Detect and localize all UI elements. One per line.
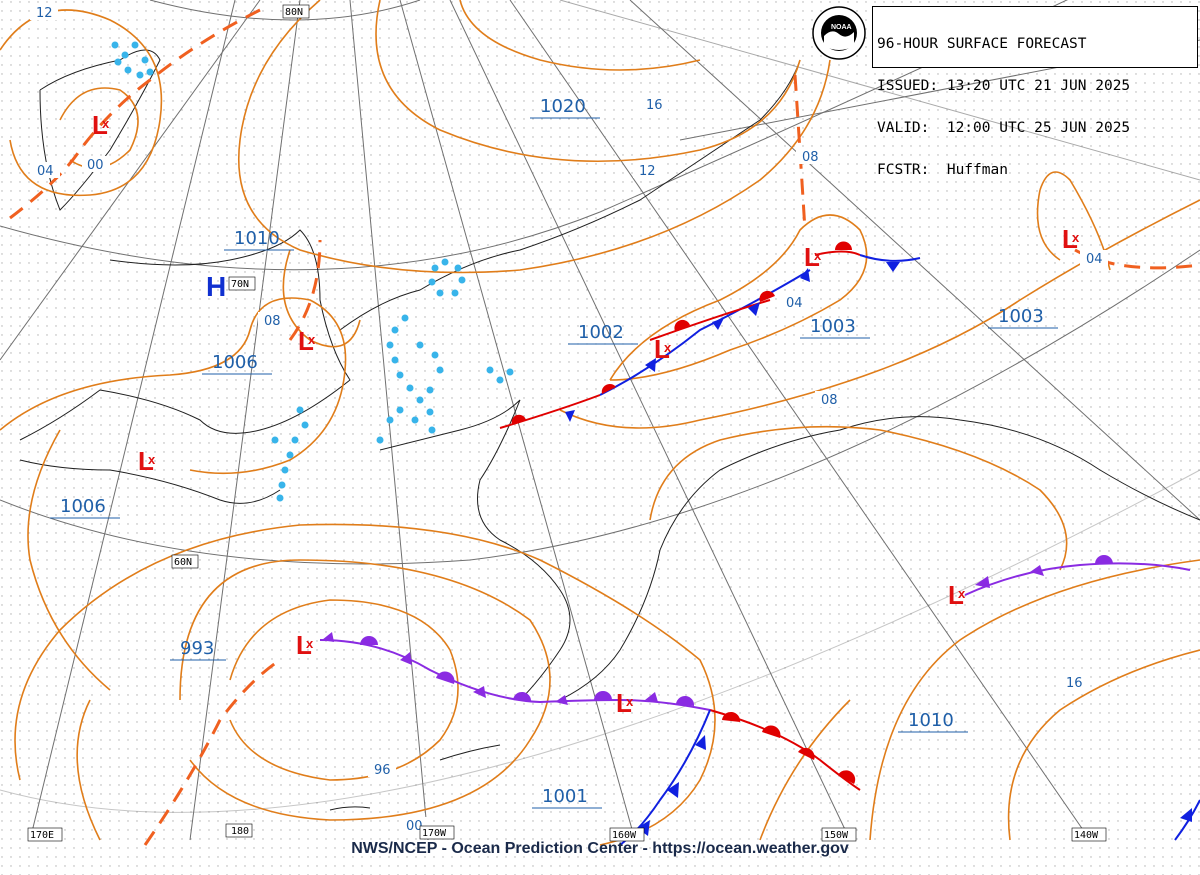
svg-text:L: L xyxy=(804,242,820,272)
isobar-label: 12 xyxy=(639,164,656,179)
lon-label: 170E xyxy=(30,830,54,841)
isobar-label: 08 xyxy=(264,314,281,329)
pressure-label: 1006 xyxy=(212,352,258,373)
svg-text:x: x xyxy=(308,332,316,347)
occluded-front xyxy=(964,562,1191,596)
svg-text:L: L xyxy=(948,580,964,610)
pressure-label: 1001 xyxy=(542,786,588,807)
low-center: Lx xyxy=(138,446,156,476)
ice-edge xyxy=(111,41,514,502)
svg-text:L: L xyxy=(296,630,312,660)
isobar-label: 12 xyxy=(36,6,53,21)
svg-text:L: L xyxy=(92,110,108,140)
isobar-label: 16 xyxy=(646,98,663,113)
low-center: Lx xyxy=(616,688,634,718)
svg-text:x: x xyxy=(626,694,634,709)
pressure-labels: 1020 1010 1006 1006 1002 1003 1003 993 1… xyxy=(50,96,1058,809)
lon-label: 180 xyxy=(231,826,249,837)
svg-text:L: L xyxy=(654,334,670,364)
isobar-label: 08 xyxy=(802,150,819,165)
pressure-label: 1003 xyxy=(810,316,856,337)
footer-credit: NWS/NCEP - Ocean Prediction Center - htt… xyxy=(351,840,849,857)
forecaster: FCSTR: Huffman xyxy=(877,162,1008,178)
isobar-label: 04 xyxy=(37,164,54,179)
svg-text:L: L xyxy=(616,688,632,718)
svg-text:x: x xyxy=(102,116,110,131)
pressure-label: 1006 xyxy=(60,496,106,517)
isobar-label: 00 xyxy=(87,158,104,173)
lon-label: 160W xyxy=(612,830,637,841)
lat-label: 70N xyxy=(231,279,249,290)
svg-text:x: x xyxy=(664,340,672,355)
troughs xyxy=(9,8,1200,846)
noaa-logo-icon: NOAA xyxy=(812,6,866,60)
svg-text:x: x xyxy=(814,248,822,263)
svg-text:L: L xyxy=(298,326,314,356)
isobar-label: 04 xyxy=(786,296,803,311)
cold-front xyxy=(859,254,921,262)
svg-text:L: L xyxy=(138,446,154,476)
pressure-label: 1003 xyxy=(998,306,1044,327)
warm-front xyxy=(814,250,861,256)
low-center: Lx xyxy=(1062,224,1080,254)
lon-label: 140W xyxy=(1074,830,1099,841)
low-center: Lx xyxy=(804,242,822,272)
svg-text:x: x xyxy=(1072,230,1080,245)
isobar-label: 16 xyxy=(1066,676,1083,691)
isobars xyxy=(0,0,1200,846)
isobar-label: 08 xyxy=(821,393,838,408)
isobar-label: 00 xyxy=(406,819,423,834)
low-center: Lx xyxy=(296,630,314,660)
isobar-labels: 12 04 00 16 12 08 08 04 08 04 96 00 16 xyxy=(30,4,1108,834)
high-center: H xyxy=(206,271,226,302)
low-center: Lx xyxy=(948,580,966,610)
lat-label: 80N xyxy=(285,7,303,18)
svg-text:NOAA: NOAA xyxy=(831,24,852,31)
low-pressure-centers: Lx Lx Lx Lx Lx Lx Lx Lx Lx xyxy=(92,110,1080,718)
svg-text:x: x xyxy=(958,586,966,601)
lat-label: 60N xyxy=(174,557,192,568)
forecast-info-box: 96-HOUR SURFACE FORECAST ISSUED: 13:20 U… xyxy=(872,6,1198,177)
issued-time: ISSUED: 13:20 UTC 21 JUN 2025 xyxy=(877,78,1131,94)
svg-text:L: L xyxy=(1062,224,1078,254)
svg-text:x: x xyxy=(306,636,314,651)
pressure-label: 1010 xyxy=(234,228,280,249)
lon-label: 150W xyxy=(824,830,849,841)
valid-time: VALID: 12:00 UTC 25 JUN 2025 xyxy=(877,120,1131,136)
coastlines xyxy=(19,49,1200,811)
low-center: Lx xyxy=(92,110,110,140)
warm-front xyxy=(499,394,601,429)
pressure-label: 1020 xyxy=(540,96,586,117)
occluded-front xyxy=(319,639,711,711)
isobar-label: 96 xyxy=(374,763,391,778)
forecast-title: 96-HOUR SURFACE FORECAST xyxy=(877,36,1087,52)
low-center: Lx xyxy=(654,334,672,364)
isobar-label: 04 xyxy=(1086,252,1103,267)
lon-label: 170W xyxy=(422,828,447,839)
pressure-label: 993 xyxy=(180,638,214,659)
low-center: Lx xyxy=(298,326,316,356)
cold-front xyxy=(599,269,811,396)
grid-labels: 80N 70N 60N 170E 180 170W 160W 150W 140W xyxy=(27,4,1107,842)
pressure-label: 1010 xyxy=(908,710,954,731)
front-symbols xyxy=(322,241,1192,836)
svg-text:x: x xyxy=(148,452,156,467)
pressure-label: 1002 xyxy=(578,322,624,343)
